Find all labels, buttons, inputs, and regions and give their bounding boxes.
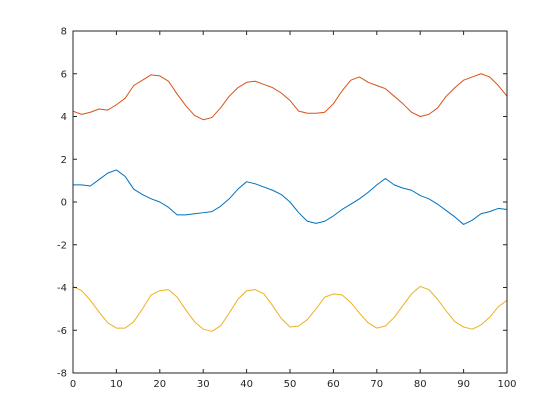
x-tick-label: 10 (110, 379, 123, 390)
series-line-2 (72, 73, 508, 121)
series-line-1 (72, 169, 508, 225)
y-tick-label: 0 (61, 198, 67, 209)
y-tick-label: -2 (57, 240, 67, 251)
x-tick-label: 30 (197, 379, 210, 390)
x-axis-ticks: 0 10 20 30 40 50 60 70 80 90 100 (70, 31, 517, 390)
y-tick-label: 6 (61, 69, 67, 80)
x-tick-label: 60 (327, 379, 340, 390)
y-tick-label: -6 (57, 326, 67, 337)
y-tick-label: -8 (57, 369, 67, 380)
series-layer (72, 73, 508, 332)
y-axis-ticks: -8 -6 -4 -2 0 2 4 6 8 (57, 27, 507, 380)
x-tick-label: 80 (414, 379, 427, 390)
x-tick-label: 100 (497, 379, 516, 390)
y-tick-label: -4 (57, 283, 67, 294)
y-tick-label: 8 (61, 27, 67, 38)
x-tick-label: 50 (284, 379, 297, 390)
x-tick-label: 0 (70, 379, 76, 390)
y-tick-label: 2 (61, 155, 67, 166)
x-tick-label: 20 (153, 379, 166, 390)
y-tick-label: 4 (61, 112, 67, 123)
x-tick-label: 40 (240, 379, 253, 390)
series-line-3 (72, 285, 508, 332)
x-tick-label: 90 (457, 379, 470, 390)
x-tick-label: 70 (370, 379, 383, 390)
